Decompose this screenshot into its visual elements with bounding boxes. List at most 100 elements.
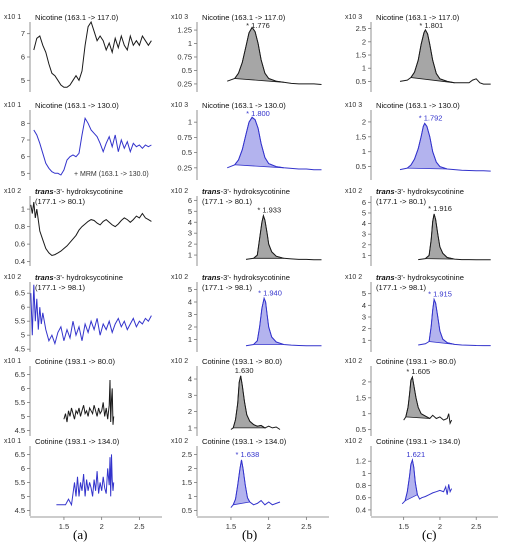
y-tick-label: 3: [188, 391, 192, 400]
series-line: [30, 202, 152, 257]
series-line: [30, 284, 152, 346]
x-tick-label: 1.5: [226, 522, 236, 531]
y-tick-label: 2.5: [356, 24, 366, 33]
chart-panel: x10 1 Cotinine (193.1 -> 134.0) 1.5 2 2.5 4.5…: [4, 437, 162, 531]
y-exponent-label: x10 2: [345, 358, 362, 365]
panel-title: Nicotine (163.1 -> 117.0): [202, 13, 286, 22]
panel-title: Nicotine (163.1 -> 117.0): [35, 13, 119, 22]
panel-title: Nicotine (163.1 -> 130.0): [376, 101, 460, 110]
x-tick-label: 2: [267, 522, 271, 531]
y-exponent-label: x10 3: [171, 102, 188, 109]
y-exponent-label: x10 2: [171, 274, 188, 281]
series-line: [230, 459, 281, 508]
chart-panel: x10 2 trans-3'- hydroksycotinine(177.1 ->…: [171, 273, 322, 352]
chart-panel: x10 1 Nicotine (163.1 -> 130.0) 5 6 7 8 + MRM …: [4, 101, 152, 180]
y-tick-label: 0.6: [356, 493, 366, 502]
panel-title: Cotinine (193.1 -> 80.0): [35, 357, 115, 366]
x-tick-label: 2: [438, 522, 442, 531]
peak-label: 1.621: [406, 450, 425, 459]
series-line: [227, 116, 322, 171]
y-tick-label: 2: [362, 377, 366, 386]
y-tick-label: 1: [188, 251, 192, 260]
y-tick-label: 4.5: [15, 426, 25, 435]
y-tick-label: 8: [21, 119, 25, 128]
panel-title: Cotinine (193.1 -> 80.0): [376, 357, 456, 366]
chart-panel: x10 2 Cotinine (193.1 -> 134.0) 1.5 2 2.5 0.5…: [171, 437, 329, 531]
y-tick-label: 6: [188, 196, 192, 205]
y-tick-label: 1.25: [177, 26, 192, 35]
chart-panel: x10 2 Cotinine (193.1 -> 134.0) 1.5 2 2.5 0.4…: [345, 437, 498, 531]
chart-panel: x10 3 Nicotine (163.1 -> 117.0) 0.5 1 1.5 2 2.…: [345, 13, 491, 92]
y-tick-label: 4: [188, 218, 192, 227]
y-tick-label: 4: [362, 301, 366, 310]
panel-title: trans-3'- hydroksycotinine: [202, 187, 290, 196]
y-tick-label: 5.5: [15, 478, 25, 487]
peak-label: * 1.605: [406, 367, 430, 376]
peak-area: [406, 122, 448, 170]
series-line: [56, 454, 115, 507]
peak-label: * 1.638: [236, 450, 260, 459]
y-tick-label: 1.5: [356, 51, 366, 60]
y-tick-label: 6: [21, 384, 25, 393]
y-tick-label: 2: [188, 323, 192, 332]
series-line: [418, 297, 491, 347]
chart-panel: x10 1 Nicotine (163.1 -> 117.0) 5 6 7: [4, 13, 152, 92]
peak-label: * 1.915: [428, 290, 452, 299]
y-tick-label: 2: [362, 37, 366, 46]
y-exponent-label: x10 3: [345, 102, 362, 109]
y-exponent-label: x10 2: [4, 188, 21, 195]
x-tick-label: 2.5: [471, 522, 481, 531]
y-tick-label: 1: [188, 423, 192, 432]
series-line: [33, 20, 152, 88]
y-tick-label: 0.25: [177, 79, 192, 88]
chart-panel: x10 3 Nicotine (163.1 -> 117.0) 0.25 0.5 0.7…: [171, 13, 322, 92]
x-tick-label: 2.5: [134, 522, 144, 531]
peak-label: * 1.776: [246, 21, 270, 30]
peak-area: [410, 29, 455, 84]
y-tick-label: 3: [362, 230, 366, 239]
panel-title: trans-3'- hydroksycotinine: [376, 187, 464, 196]
peak-label: * 1.801: [419, 21, 443, 30]
y-exponent-label: x10 2: [171, 358, 188, 365]
y-tick-label: 4.5: [15, 506, 25, 515]
panel-title-line2: (177.1 -> 98.1): [202, 283, 252, 292]
y-tick-label: 5: [362, 208, 366, 217]
y-tick-label: 0.8: [356, 481, 366, 490]
y-tick-label: 0.75: [177, 133, 192, 142]
y-tick-label: 0.5: [182, 506, 192, 515]
y-tick-label: 2: [362, 117, 366, 126]
column-label-a: (a): [73, 527, 88, 542]
y-tick-label: 5: [188, 207, 192, 216]
panel-title-line2: (177.1 -> 80.1): [202, 197, 252, 206]
panel-title: Nicotine (163.1 -> 130.0): [202, 101, 286, 110]
panel-title: trans-3'- hydroksycotinine: [35, 187, 123, 196]
series-line: [230, 375, 281, 430]
y-tick-label: 7: [21, 29, 25, 38]
y-tick-label: 0.4: [356, 505, 366, 514]
y-tick-label: 1: [188, 335, 192, 344]
y-exponent-label: x10 2: [345, 188, 362, 195]
y-tick-label: 6.5: [15, 370, 25, 379]
y-tick-label: 5: [188, 285, 192, 294]
y-tick-label: 6.5: [15, 450, 25, 459]
y-tick-label: 5: [21, 331, 25, 340]
y-exponent-label: x10 2: [345, 438, 362, 445]
y-tick-label: 6: [21, 53, 25, 62]
x-tick-label: 2: [100, 522, 104, 531]
y-exponent-label: x10 2: [171, 438, 188, 445]
y-tick-label: 5.5: [15, 317, 25, 326]
y-tick-label: 1: [362, 409, 366, 418]
y-exponent-label: x10 1: [4, 438, 21, 445]
series-line: [401, 458, 453, 505]
y-tick-label: 1: [188, 118, 192, 127]
panel-title: Cotinine (193.1 -> 80.0): [202, 357, 282, 366]
y-tick-label: 1: [188, 39, 192, 48]
y-tick-label: 0.5: [356, 77, 366, 86]
y-tick-label: 4: [188, 375, 192, 384]
series-line: [33, 116, 152, 176]
y-tick-label: 1.2: [356, 457, 366, 466]
chart-panel: x10 2 trans-3'- hydroksycotinine(177.1 ->…: [345, 187, 491, 266]
peak-label: * 1.933: [257, 206, 281, 215]
chart-panel: x10 2 Cotinine (193.1 -> 80.0) 1 2 3 4 1.630: [171, 357, 282, 436]
